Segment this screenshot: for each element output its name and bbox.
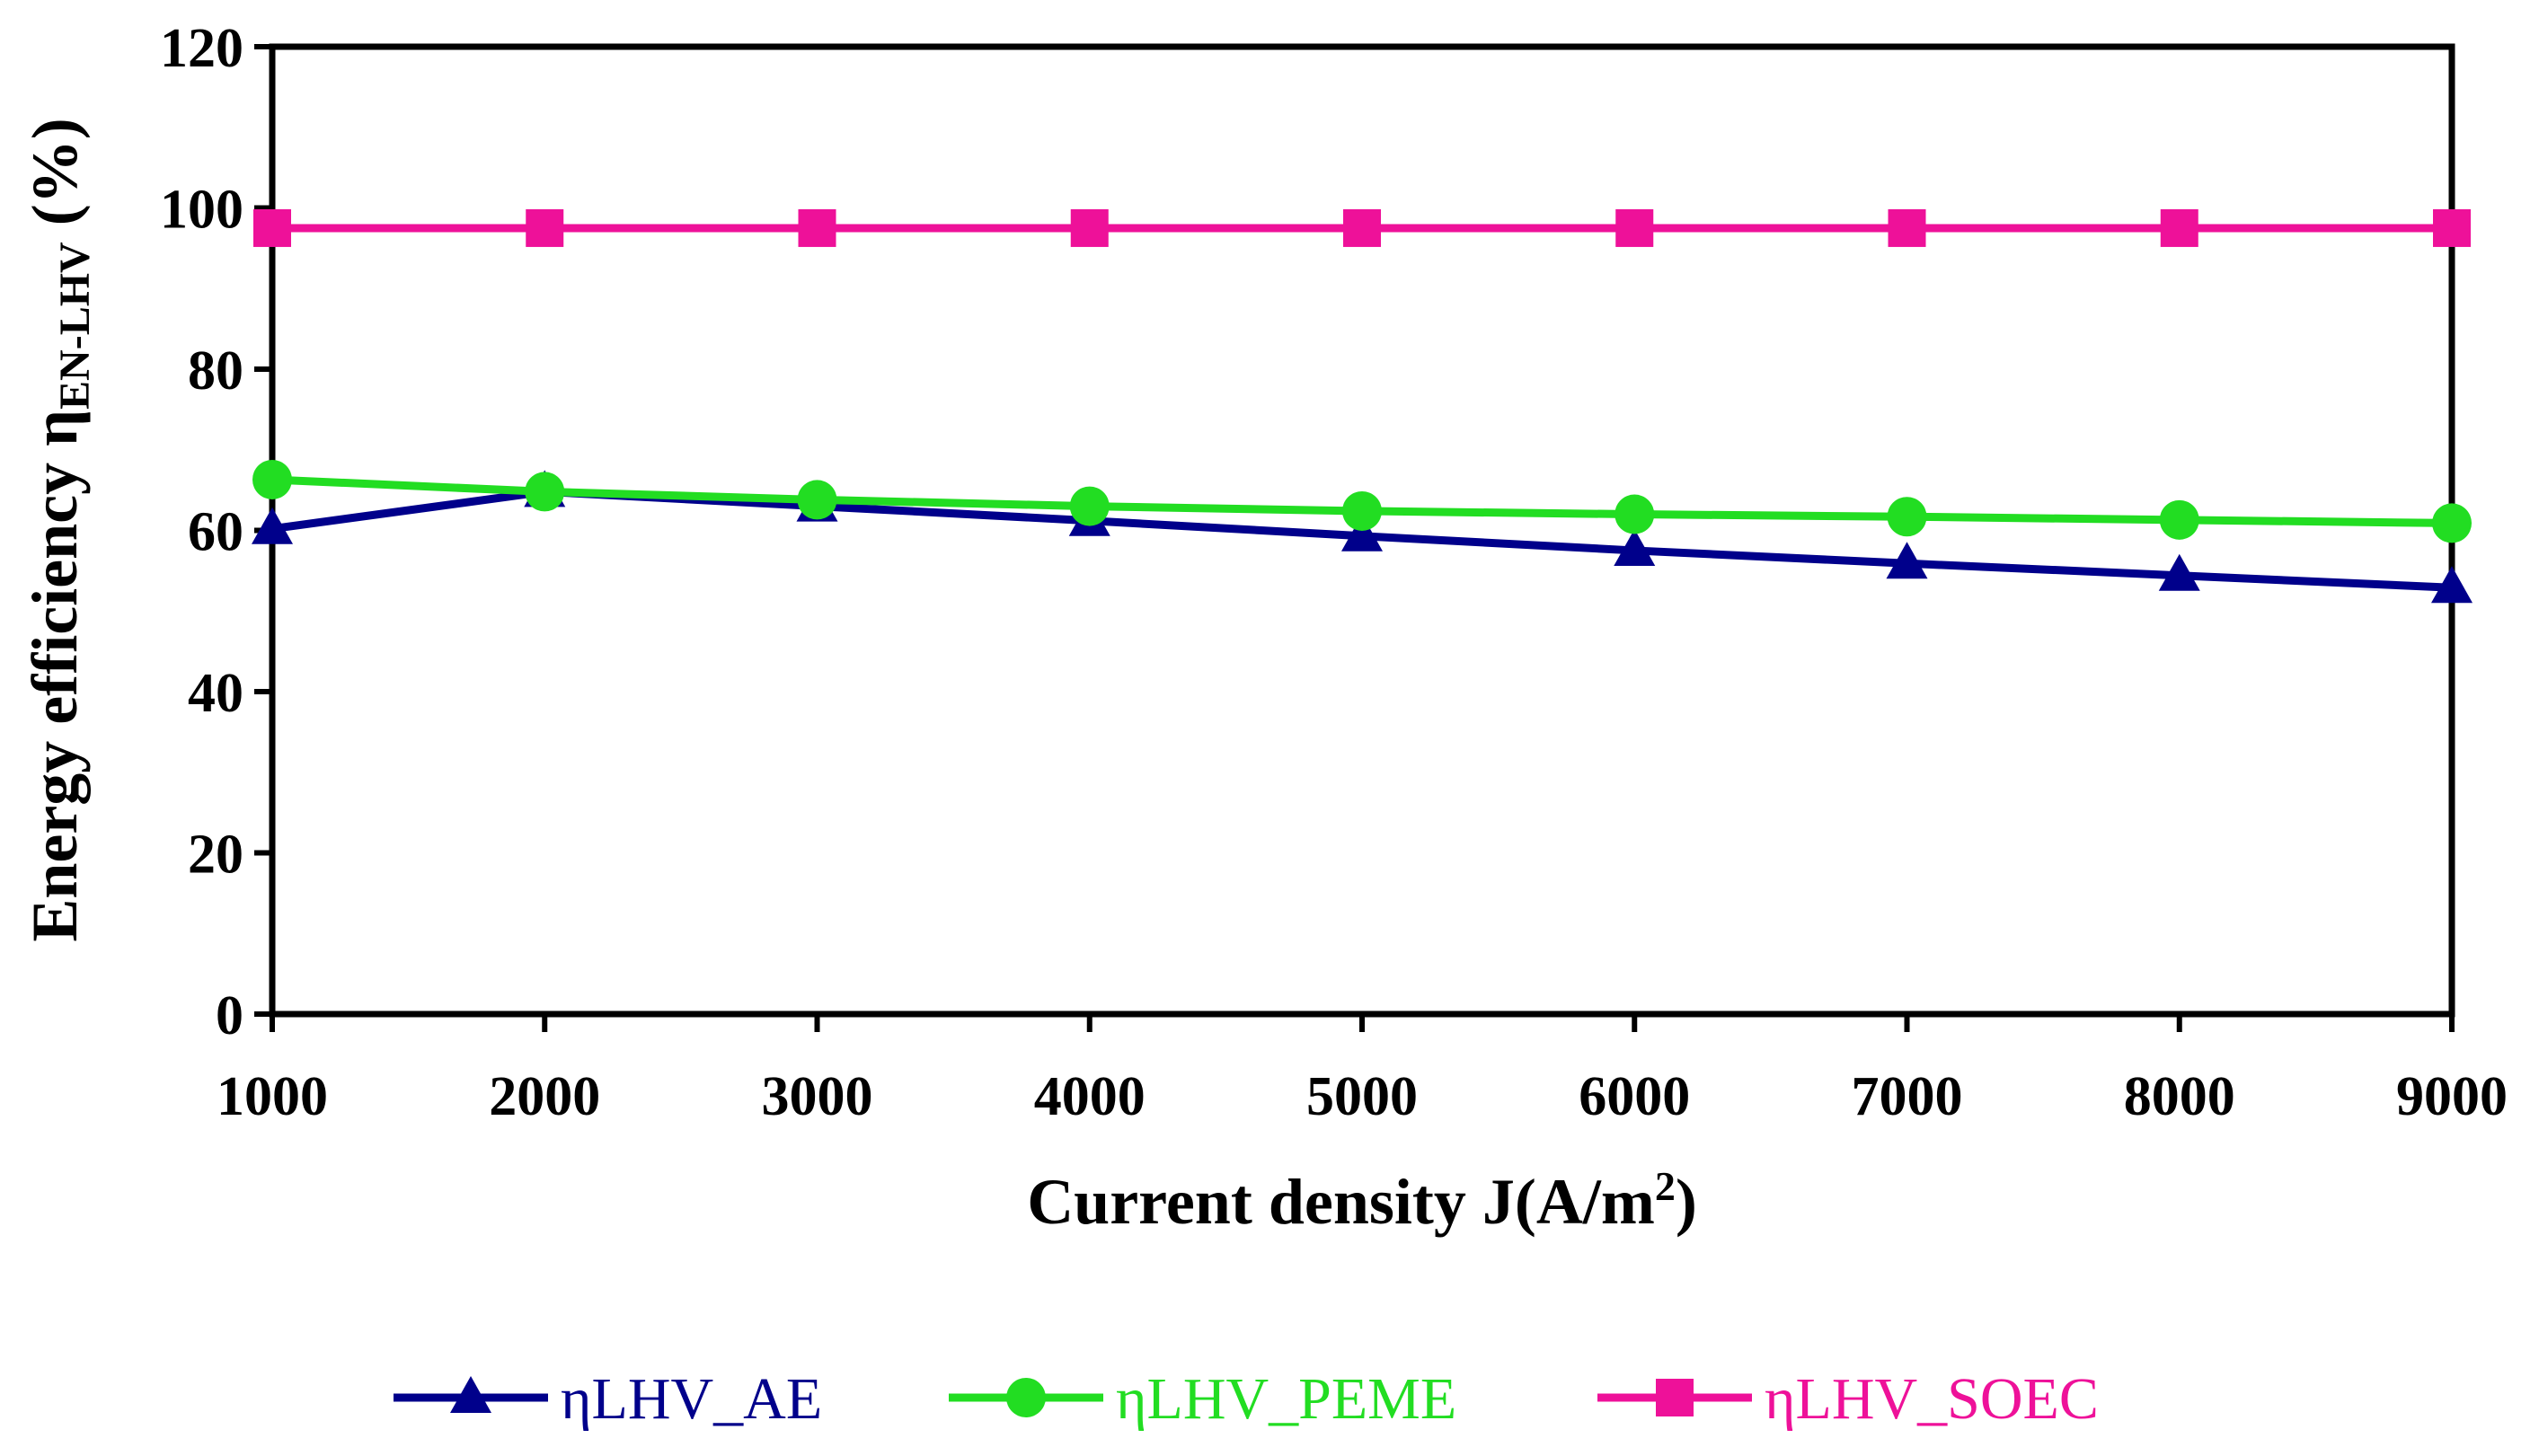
y-axis-title: Energy efficiency ηEN-LHV (%): [19, 118, 99, 941]
data-point-1-5: [1615, 494, 1655, 534]
legend-marker-1: [1006, 1378, 1046, 1417]
data-point-1-6: [1887, 497, 1927, 537]
y-tick-label-6: 120: [160, 18, 243, 79]
y-axis-ticks: 0 20 40 60 80 100 120: [160, 18, 272, 1046]
data-point-0-8: [2431, 566, 2473, 604]
data-point-0-4: [1341, 514, 1383, 552]
data-point-2-6: [1888, 208, 1926, 247]
data-point-1-0: [252, 459, 292, 499]
y-tick-label-4: 80: [188, 340, 243, 402]
data-point-1-3: [1069, 486, 1110, 526]
data-point-2-0: [253, 208, 291, 247]
x-tick-label-8: 9000: [2396, 1066, 2508, 1127]
x-tick-label-0: 1000: [217, 1066, 328, 1127]
legend-item-0: ηLHV_AE: [394, 1366, 822, 1432]
data-point-2-1: [526, 208, 564, 247]
x-axis-title-superscript: 2: [1655, 1163, 1676, 1209]
y-tick-label-2: 40: [188, 663, 243, 724]
data-point-0-6: [1886, 542, 1928, 579]
data-point-2-2: [798, 208, 836, 247]
legend-item-1: ηLHV_PEME: [949, 1366, 1456, 1432]
data-point-2-3: [1070, 208, 1109, 247]
x-tick-label-6: 7000: [1852, 1066, 1963, 1127]
x-axis-ticks: 1000 2000 3000 4000 5000 6000 7000 8000 9000: [217, 1014, 2508, 1127]
series-1: [252, 459, 2472, 543]
x-tick-label-1: 2000: [489, 1066, 600, 1127]
x-axis-title: Current density J(A/m2): [1027, 1163, 1697, 1238]
x-tick-label-5: 6000: [1579, 1066, 1690, 1127]
legend-marker-2: [1656, 1379, 1694, 1416]
data-point-1-8: [2432, 503, 2472, 543]
y-tick-label-0: 0: [216, 985, 243, 1046]
data-point-2-7: [2160, 208, 2198, 247]
x-tick-label-4: 5000: [1306, 1066, 1418, 1127]
legend-item-2: ηLHV_SOEC: [1597, 1366, 2099, 1432]
x-tick-label-3: 4000: [1034, 1066, 1146, 1127]
data-point-0-0: [252, 507, 293, 544]
x-tick-label-2: 3000: [762, 1066, 873, 1127]
data-point-1-1: [525, 472, 565, 512]
data-point-2-8: [2433, 208, 2471, 247]
y-axis-title-subscript: EN-LHV: [51, 242, 99, 410]
legend-marker-0: [450, 1376, 491, 1413]
legend: ηLHV_AE ηLHV_PEME ηLHV_SOEC: [394, 1366, 2099, 1432]
legend-label-1: ηLHV_PEME: [1116, 1366, 1456, 1432]
series-2: [253, 208, 2471, 247]
data-point-0-7: [2158, 553, 2200, 591]
y-tick-label-1: 20: [188, 825, 243, 886]
data-point-2-5: [1615, 208, 1654, 247]
data-point-0-5: [1614, 528, 1656, 566]
data-point-1-7: [2159, 499, 2199, 540]
data-point-1-4: [1342, 490, 1382, 531]
data-point-2-4: [1343, 208, 1381, 247]
legend-label-2: ηLHV_SOEC: [1765, 1366, 2099, 1432]
y-tick-label-5: 100: [160, 180, 243, 241]
y-tick-label-3: 60: [188, 502, 243, 563]
legend-label-0: ηLHV_AE: [561, 1366, 822, 1432]
series-layer: [252, 208, 2473, 604]
x-tick-label-7: 8000: [2124, 1066, 2235, 1127]
data-point-1-2: [797, 480, 837, 520]
